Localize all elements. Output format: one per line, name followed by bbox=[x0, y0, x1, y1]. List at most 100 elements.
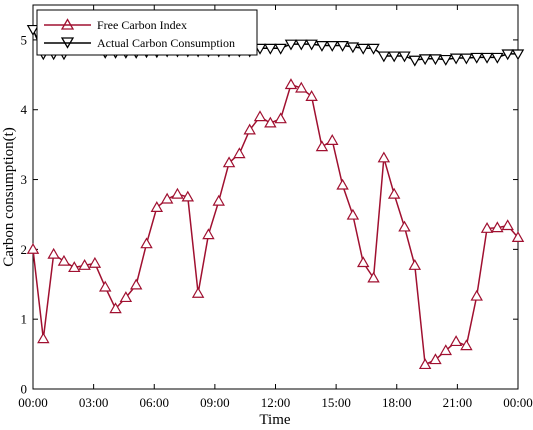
x-tick-label: 12:00 bbox=[261, 395, 291, 410]
data-point-free-carbon-index bbox=[160, 192, 174, 204]
data-point-free-carbon-index bbox=[274, 112, 287, 124]
data-point-free-carbon-index bbox=[398, 220, 411, 232]
x-tick-label: 00:00 bbox=[18, 395, 48, 410]
data-point-free-carbon-index bbox=[480, 222, 494, 233]
data-point-actual-carbon-consumption bbox=[26, 24, 40, 36]
data-point-free-carbon-index bbox=[449, 335, 463, 347]
data-point-free-carbon-index bbox=[222, 156, 236, 168]
data-point-actual-carbon-consumption bbox=[429, 54, 442, 66]
y-tick-label: 5 bbox=[21, 32, 28, 47]
y-axis-ticks: 0 1 2 3 4 5 bbox=[21, 32, 518, 397]
data-point-free-carbon-index bbox=[129, 278, 143, 290]
data-point-actual-carbon-consumption bbox=[398, 51, 411, 63]
x-axis-title: Time bbox=[259, 412, 290, 428]
data-point-free-carbon-index bbox=[315, 140, 329, 152]
data-point-free-carbon-index bbox=[119, 291, 133, 303]
data-point-free-carbon-index bbox=[68, 261, 81, 273]
data-point-actual-carbon-consumption bbox=[439, 54, 453, 66]
data-point-free-carbon-index bbox=[326, 134, 339, 145]
data-point-free-carbon-index bbox=[212, 194, 225, 206]
data-point-actual-carbon-consumption bbox=[356, 43, 370, 55]
data-point-actual-carbon-consumption bbox=[449, 53, 463, 65]
x-tick-label: 09:00 bbox=[200, 395, 230, 410]
data-point-free-carbon-index bbox=[346, 208, 360, 220]
data-point-free-carbon-index bbox=[470, 289, 483, 301]
data-point-actual-carbon-consumption bbox=[315, 40, 329, 52]
data-point-free-carbon-index bbox=[78, 259, 91, 270]
data-point-free-carbon-index bbox=[284, 78, 298, 90]
legend-box bbox=[36, 9, 258, 56]
data-point-free-carbon-index bbox=[140, 237, 153, 249]
legend: Free Carbon Index Actual Carbon Consumpt… bbox=[36, 9, 258, 56]
x-tick-label: 00:00 bbox=[503, 395, 533, 410]
data-point-actual-carbon-consumption bbox=[387, 51, 401, 63]
data-point-free-carbon-index bbox=[171, 187, 184, 199]
data-point-free-carbon-index bbox=[336, 178, 349, 190]
y-tick-label: 4 bbox=[21, 102, 28, 117]
data-point-free-carbon-index bbox=[295, 81, 308, 93]
data-point-free-carbon-index bbox=[377, 151, 391, 163]
data-point-actual-carbon-consumption bbox=[470, 52, 483, 64]
data-point-free-carbon-index bbox=[181, 190, 195, 202]
data-point-free-carbon-index bbox=[253, 110, 267, 122]
data-point-actual-carbon-consumption bbox=[418, 54, 432, 66]
y-tick-label: 0 bbox=[21, 382, 28, 397]
data-point-free-carbon-index bbox=[98, 280, 112, 292]
legend-label-free-carbon-index: Free Carbon Index bbox=[97, 18, 187, 32]
data-point-free-carbon-index bbox=[460, 339, 473, 351]
data-point-actual-carbon-consumption bbox=[336, 40, 349, 52]
x-tick-label: 06:00 bbox=[139, 395, 169, 410]
data-point-actual-carbon-consumption bbox=[491, 52, 504, 64]
y-tick-label: 3 bbox=[21, 172, 28, 187]
data-point-free-carbon-index bbox=[150, 201, 164, 212]
data-point-free-carbon-index bbox=[57, 254, 71, 266]
data-point-free-carbon-index bbox=[387, 187, 401, 199]
y-tick-label: 2 bbox=[21, 242, 28, 257]
data-point-free-carbon-index bbox=[88, 256, 102, 268]
data-point-actual-carbon-consumption bbox=[501, 49, 514, 61]
data-point-actual-carbon-consumption bbox=[305, 39, 318, 51]
data-point-actual-carbon-consumption bbox=[274, 43, 287, 55]
legend-marker-free-carbon-index bbox=[60, 18, 75, 30]
data-point-actual-carbon-consumption bbox=[346, 42, 360, 54]
data-point-actual-carbon-consumption bbox=[295, 39, 308, 51]
plot-area bbox=[32, 4, 519, 390]
y-axis-title: Carbon consumption(t) bbox=[1, 127, 17, 267]
data-point-free-carbon-index bbox=[109, 302, 122, 314]
data-point-free-carbon-index bbox=[491, 221, 504, 233]
data-point-free-carbon-index bbox=[37, 332, 50, 344]
data-point-free-carbon-index bbox=[305, 90, 318, 101]
data-point-actual-carbon-consumption bbox=[480, 52, 494, 64]
x-tick-label: 18:00 bbox=[382, 395, 412, 410]
data-point-actual-carbon-consumption bbox=[367, 43, 380, 55]
data-point-free-carbon-index bbox=[202, 228, 215, 240]
data-point-free-carbon-index bbox=[408, 259, 422, 270]
data-point-free-carbon-index bbox=[47, 247, 60, 259]
data-point-free-carbon-index bbox=[264, 116, 277, 128]
x-tick-label: 21:00 bbox=[443, 395, 473, 410]
data-point-free-carbon-index bbox=[367, 271, 380, 283]
data-point-free-carbon-index bbox=[356, 256, 370, 268]
data-point-free-carbon-index bbox=[233, 147, 246, 159]
data-point-free-carbon-index bbox=[243, 123, 256, 135]
y-tick-label: 1 bbox=[21, 312, 28, 327]
data-point-actual-carbon-consumption bbox=[284, 39, 298, 51]
data-point-free-carbon-index bbox=[429, 353, 442, 365]
data-point-actual-carbon-consumption bbox=[511, 49, 525, 61]
data-point-free-carbon-index bbox=[511, 231, 525, 242]
legend-marker-actual-carbon-consumption bbox=[60, 37, 75, 49]
legend-label-actual-carbon-consumption: Actual Carbon Consumption bbox=[97, 36, 235, 50]
x-tick-label: 03:00 bbox=[79, 395, 109, 410]
data-point-free-carbon-index bbox=[418, 358, 432, 370]
data-point-free-carbon-index bbox=[501, 219, 514, 231]
data-point-free-carbon-index bbox=[191, 286, 205, 298]
x-axis-ticks: 00:00 03:00 06:00 09:00 12:00 15:00 18:00 21:00… bbox=[18, 5, 533, 410]
data-point-actual-carbon-consumption bbox=[460, 53, 473, 65]
x-tick-label: 15:00 bbox=[321, 395, 351, 410]
data-point-actual-carbon-consumption bbox=[377, 51, 391, 63]
data-point-free-carbon-index bbox=[439, 344, 453, 356]
data-point-actual-carbon-consumption bbox=[408, 55, 422, 67]
data-point-actual-carbon-consumption bbox=[264, 43, 277, 55]
data-point-actual-carbon-consumption bbox=[326, 40, 339, 52]
